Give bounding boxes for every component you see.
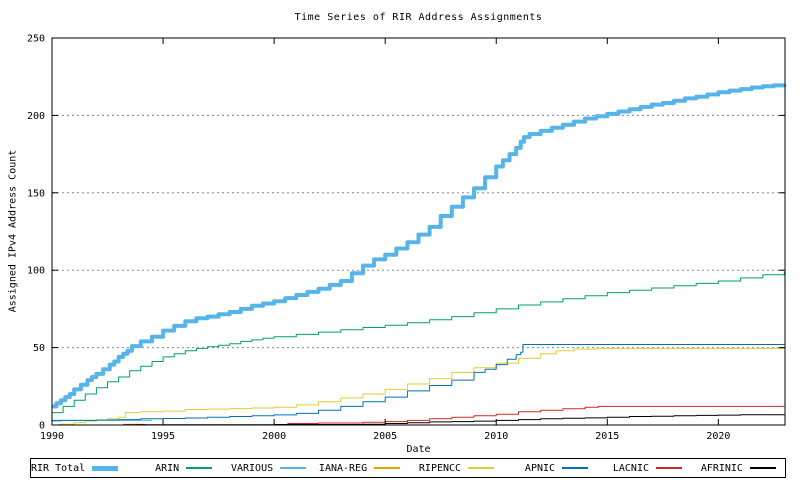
legend-label: VARIOUS <box>230 462 274 474</box>
x-tick-label: 2005 <box>373 431 397 442</box>
legend-line-swatch <box>656 467 682 469</box>
y-tick-label: 200 <box>27 111 45 122</box>
legend-item-various: VARIOUS <box>221 459 315 477</box>
legend: RIR Total ARIN VARIOUS IANA-REG RIPENCC APNIC… <box>30 458 786 478</box>
legend-item-afrinic: AFRINIC <box>691 459 785 477</box>
legend-line-swatch <box>562 467 589 469</box>
legend-label: ARIN <box>155 462 180 474</box>
series-line-ripencc <box>58 347 785 425</box>
series-line-arin <box>52 271 785 414</box>
legend-item-ripencc: RIPENCC <box>409 459 503 477</box>
legend-item-arin: ARIN <box>127 459 221 477</box>
y-tick-label: 50 <box>33 343 45 354</box>
legend-line-swatch <box>186 467 213 469</box>
legend-item-iana-reg: IANA-REG <box>315 459 409 477</box>
legend-label: AFRINIC <box>700 462 743 474</box>
legend-item-lacnic: LACNIC <box>597 459 691 477</box>
series-line-afrinic <box>136 414 785 426</box>
legend-line-swatch <box>468 467 495 469</box>
x-tick-label: 1990 <box>40 431 64 442</box>
series-line-apnic <box>52 344 785 421</box>
legend-line-swatch <box>92 465 119 471</box>
legend-label: RIR Total <box>31 462 86 474</box>
legend-item-apnic: APNIC <box>503 459 597 477</box>
y-tick-label: 250 <box>27 34 45 45</box>
plot-border <box>51 37 786 426</box>
legend-item-rir-total: RIR Total <box>31 459 127 477</box>
x-tick-label: 2010 <box>484 431 508 442</box>
legend-label: APNIC <box>524 462 556 474</box>
series-line-rir-total <box>52 83 787 409</box>
y-tick-label: 150 <box>27 188 45 199</box>
legend-label: IANA-REG <box>318 462 368 474</box>
y-tick-label: 0 <box>39 421 45 432</box>
x-tick-label: 2015 <box>595 431 619 442</box>
x-tick-label: 2020 <box>706 431 730 442</box>
series-line-lacnic-seg1 <box>287 405 785 424</box>
legend-label: RIPENCC <box>418 462 462 474</box>
chart-title: Time Series of RIR Address Assignments <box>294 12 543 23</box>
legend-line-swatch <box>749 467 776 469</box>
x-axis-label: Date <box>406 444 431 455</box>
x-tick-label: 2000 <box>262 431 286 442</box>
legend-label: LACNIC <box>612 462 649 474</box>
legend-line-swatch <box>280 467 307 469</box>
legend-line-swatch <box>374 467 401 469</box>
x-tick-label: 1995 <box>151 431 175 442</box>
y-tick-label: 100 <box>27 266 45 277</box>
